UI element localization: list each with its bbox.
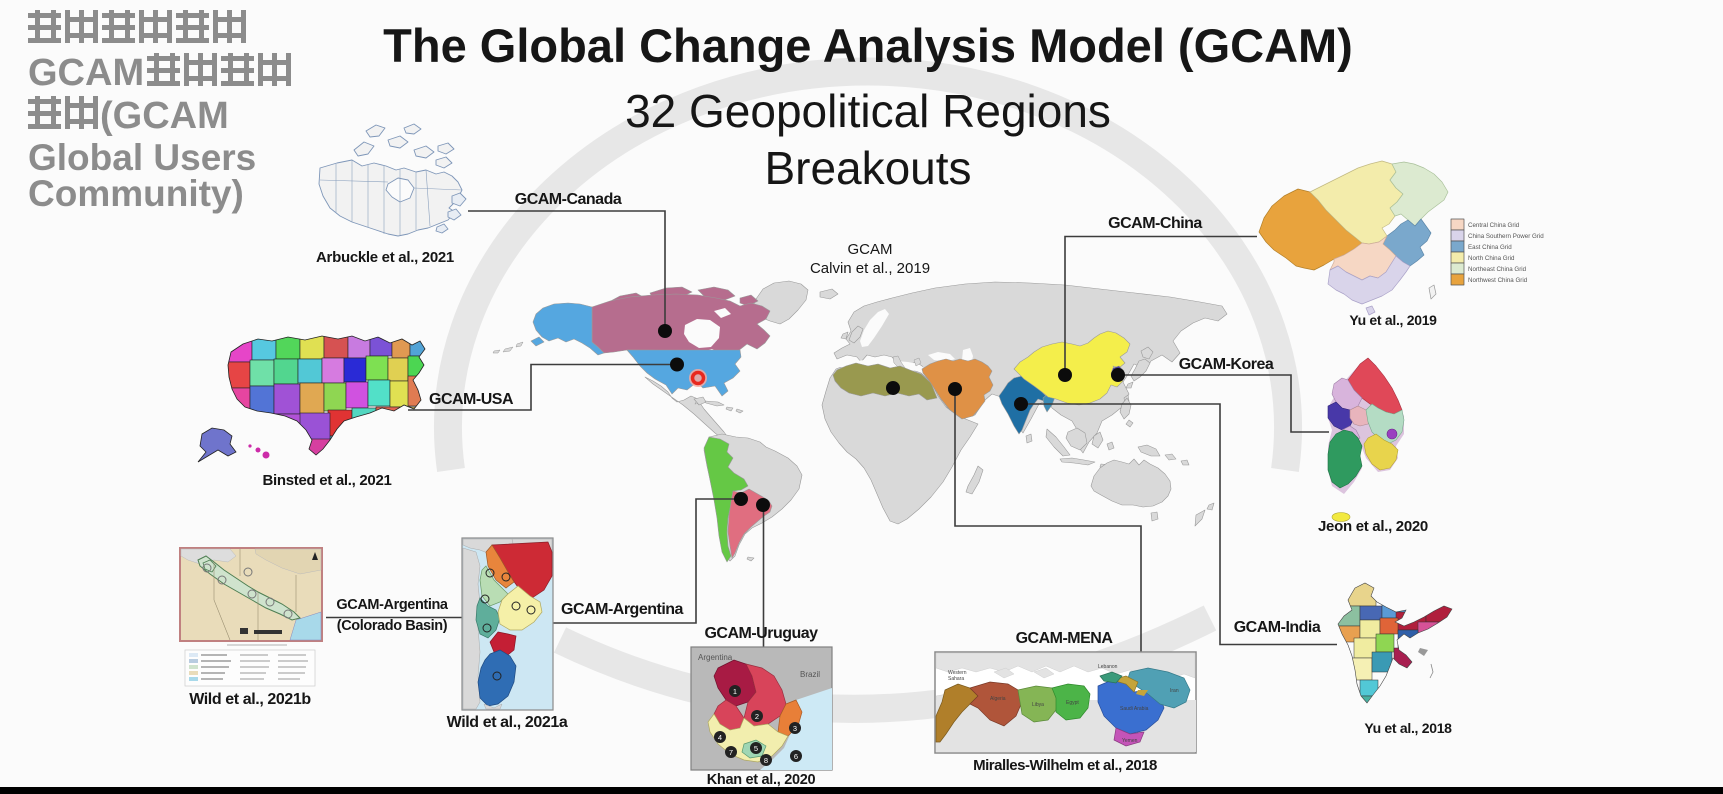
svg-text:GCAM: GCAM — [28, 52, 144, 94]
svg-text:6: 6 — [794, 752, 798, 761]
svg-text:Yemen: Yemen — [1122, 738, 1138, 744]
svg-text:Sahara: Sahara — [948, 676, 964, 682]
svg-text:Libya: Libya — [1032, 702, 1044, 708]
svg-text:China Southern Power Grid: China Southern Power Grid — [1468, 233, 1544, 240]
svg-text:Algeria: Algeria — [990, 696, 1006, 702]
svg-text:5: 5 — [754, 744, 758, 753]
svg-text:Egypt: Egypt — [1066, 700, 1079, 706]
svg-text:1: 1 — [733, 687, 737, 696]
svg-text:Argentina: Argentina — [698, 653, 733, 662]
svg-text:3: 3 — [793, 724, 797, 733]
svg-text:Lebanon: Lebanon — [1098, 664, 1118, 670]
svg-text:Northwest China Grid: Northwest China Grid — [1468, 277, 1528, 284]
svg-text:4: 4 — [718, 733, 722, 742]
svg-text:East China Grid: East China Grid — [1468, 244, 1512, 251]
svg-text:Global Users: Global Users — [28, 137, 256, 178]
svg-text:Western: Western — [948, 670, 967, 676]
svg-text:2: 2 — [755, 712, 759, 721]
svg-text:8: 8 — [764, 756, 768, 765]
svg-text:North China Grid: North China Grid — [1468, 255, 1515, 262]
svg-text:Community): Community) — [28, 173, 244, 214]
svg-text:Central China Grid: Central China Grid — [1468, 222, 1520, 229]
svg-text:Brazil: Brazil — [800, 670, 820, 679]
svg-text:7: 7 — [729, 748, 733, 757]
svg-text:(GCAM: (GCAM — [100, 95, 229, 137]
svg-text:Iran: Iran — [1170, 688, 1179, 694]
svg-text:Northeast China Grid: Northeast China Grid — [1468, 266, 1527, 273]
svg-text:Saudi Arabia: Saudi Arabia — [1120, 706, 1149, 712]
